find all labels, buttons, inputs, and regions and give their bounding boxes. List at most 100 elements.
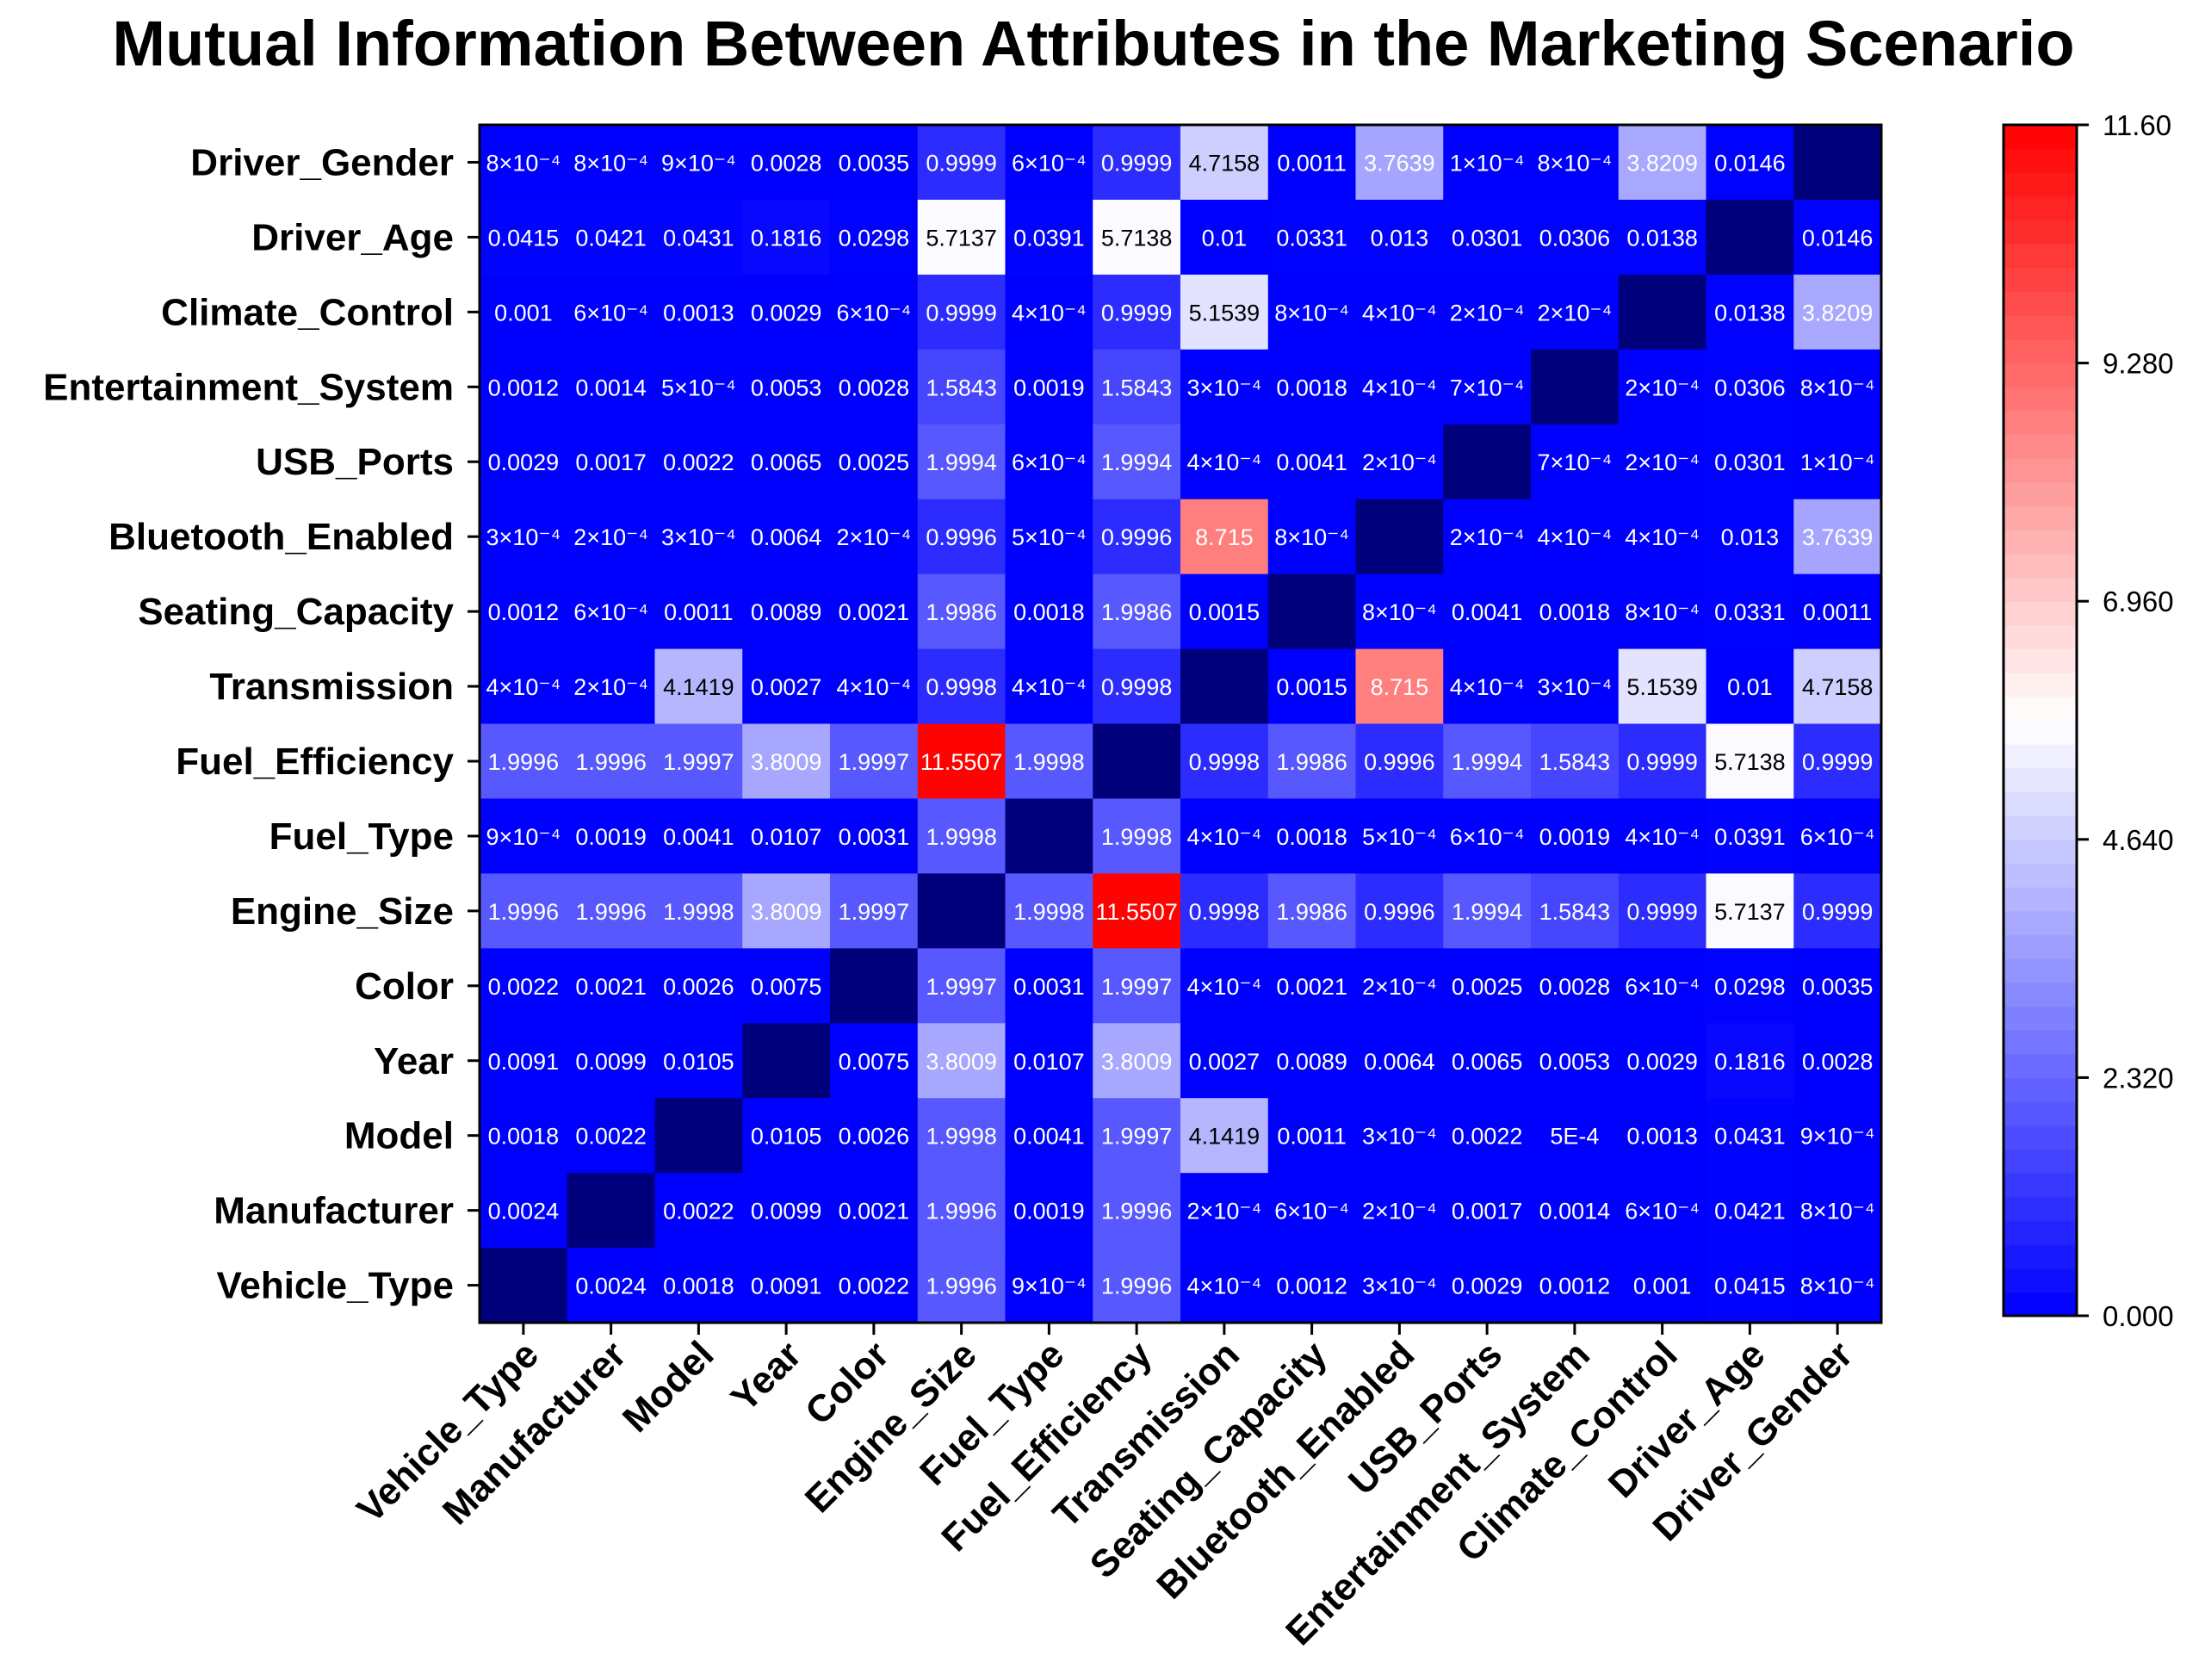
cell-value-label: 3.8209 <box>1626 150 1698 176</box>
cell-value-label: 1.9994 <box>1101 449 1173 475</box>
cell-value-label: 4×10⁻⁴ <box>1625 824 1700 850</box>
cell-value-label: 0.9999 <box>1626 899 1698 925</box>
cell-value-label: 0.0022 <box>663 449 734 475</box>
cell-value-label: 0.0041 <box>663 824 734 850</box>
cell-value-label: 5.7138 <box>1101 225 1173 251</box>
cell-value-label: 0.0301 <box>1714 449 1786 475</box>
cell-value-label: 0.0105 <box>663 1049 734 1075</box>
colorbar-segment <box>2004 530 2077 554</box>
cell-value-label: 6×10⁻⁴ <box>1800 824 1875 850</box>
cell-value-label: 2×10⁻⁴ <box>1450 300 1525 325</box>
cell-value-label: 1.9997 <box>663 749 734 775</box>
cell-value-label: 4.1419 <box>663 674 734 700</box>
cell-value-label: 0.0075 <box>839 1049 910 1075</box>
cell-value-label: 0.0041 <box>1013 1124 1085 1150</box>
cell-value-label: 0.0064 <box>751 524 822 550</box>
cell-value-label: 0.0025 <box>1452 974 1523 1000</box>
cell-value-label: 6×10⁻⁴ <box>1012 449 1087 475</box>
cell-value-label: 2×10⁻⁴ <box>1538 300 1613 325</box>
cell-value-label: 0.0022 <box>575 1124 647 1150</box>
cell-value-label: 0.0391 <box>1714 824 1786 850</box>
colorbar-segment <box>2004 768 2077 792</box>
cell-value-label: 0.0301 <box>1452 225 1523 251</box>
colorbar-tick-label: 2.320 <box>2103 1062 2174 1094</box>
cell-value-label: 0.0026 <box>839 1124 910 1150</box>
cell-value-label: 0.0018 <box>1276 375 1347 400</box>
cell-value-label: 8×10⁻⁴ <box>1274 300 1349 325</box>
cell-value-label: 4×10⁻⁴ <box>1187 974 1262 1000</box>
cell-value-label: 1.9996 <box>575 899 647 925</box>
colorbar-segment <box>2004 958 2077 983</box>
cell-value-label: 5.7137 <box>926 225 997 251</box>
cell-value-label: 0.0053 <box>751 375 822 400</box>
cell-value-label: 7×10⁻⁴ <box>1450 375 1525 400</box>
cell-value-label: 6×10⁻⁴ <box>1274 1199 1349 1224</box>
cell-value-label: 0.0028 <box>1539 974 1611 1000</box>
cell-value-label: 0.0021 <box>839 1199 910 1224</box>
colorbar-tick-label: 11.60 <box>2103 109 2171 141</box>
cell-value-label: 4×10⁻⁴ <box>1187 449 1262 475</box>
colorbar-segment <box>2004 125 2077 149</box>
cell-value-label: 0.001 <box>494 300 553 325</box>
cell-value-label: 5.1539 <box>1626 674 1698 700</box>
colorbar-segment <box>2004 268 2077 292</box>
cell-value-label: 0.0022 <box>663 1199 734 1224</box>
cell-value-label: 0.0138 <box>1626 225 1698 251</box>
cell-value-label: 0.0138 <box>1714 300 1786 325</box>
cell-value-label: 1.9986 <box>1276 899 1347 925</box>
heatmap-cell <box>830 948 918 1024</box>
cell-value-label: 0.9996 <box>1364 899 1435 925</box>
cell-value-label: 6×10⁻⁴ <box>573 300 648 325</box>
cell-value-label: 8×10⁻⁴ <box>1274 524 1349 550</box>
colorbar-segment <box>2004 1030 2077 1054</box>
cell-value-label: 0.0306 <box>1539 225 1611 251</box>
cell-value-label: 9×10⁻⁴ <box>1012 1274 1087 1299</box>
cell-value-label: 0.0029 <box>488 449 560 475</box>
colorbar-segment <box>2004 649 2077 673</box>
colorbar-segment <box>2004 482 2077 506</box>
cell-value-label: 3.8009 <box>751 899 822 925</box>
cell-value-label: 0.0014 <box>1539 1199 1611 1224</box>
cell-value-label: 4.7158 <box>1189 150 1260 176</box>
cell-value-label: 0.0415 <box>1714 1274 1786 1299</box>
cell-value-label: 0.1816 <box>1714 1049 1786 1075</box>
cell-value-label: 0.0014 <box>575 375 647 400</box>
y-tick-label: Fuel_Efficiency <box>176 741 454 783</box>
cell-value-label: 0.0298 <box>839 225 910 251</box>
cell-value-label: 6×10⁻⁴ <box>573 599 648 625</box>
cell-value-label: 1.9997 <box>839 899 910 925</box>
cell-value-label: 0.0105 <box>751 1124 822 1150</box>
cell-value-label: 0.0011 <box>1803 599 1873 625</box>
colorbar-segment <box>2004 887 2077 911</box>
colorbar-segment <box>2004 625 2077 649</box>
colorbar-segment <box>2004 506 2077 530</box>
cell-value-label: 0.0306 <box>1714 375 1786 400</box>
cell-value-label: 0.9999 <box>1101 150 1173 176</box>
cell-value-label: 0.0018 <box>1013 599 1085 625</box>
cell-value-label: 2×10⁻⁴ <box>1362 1199 1437 1224</box>
cell-value-label: 1.9996 <box>926 1199 997 1224</box>
cell-value-label: 4×10⁻⁴ <box>1012 674 1087 700</box>
cell-value-label: 0.0018 <box>488 1124 560 1150</box>
cell-value-label: 4×10⁻⁴ <box>1625 524 1700 550</box>
cell-value-label: 3.8009 <box>1101 1049 1173 1075</box>
heatmap-cell <box>655 1098 743 1174</box>
cell-value-label: 0.0024 <box>488 1199 560 1224</box>
cell-value-label: 0.0029 <box>751 300 822 325</box>
cell-value-label: 0.9999 <box>926 150 997 176</box>
cell-value-label: 0.0011 <box>1277 1124 1347 1150</box>
cell-value-label: 0.0013 <box>1626 1124 1698 1150</box>
colorbar-segment <box>2004 554 2077 578</box>
colorbar-segment <box>2004 1268 2077 1293</box>
cell-value-label: 0.0065 <box>751 449 822 475</box>
cell-value-label: 0.0064 <box>1364 1049 1435 1075</box>
cell-value-label: 0.0099 <box>575 1049 647 1075</box>
cell-value-label: 0.0015 <box>1189 599 1260 625</box>
cell-value-label: 0.9996 <box>1101 524 1173 550</box>
cell-value-label: 0.0421 <box>575 225 647 251</box>
colorbar-tick-label: 0.000 <box>2103 1300 2174 1332</box>
cell-value-label: 1.9998 <box>1013 899 1085 925</box>
cell-value-label: 0.013 <box>1371 225 1429 251</box>
cell-value-label: 0.0091 <box>751 1274 822 1299</box>
